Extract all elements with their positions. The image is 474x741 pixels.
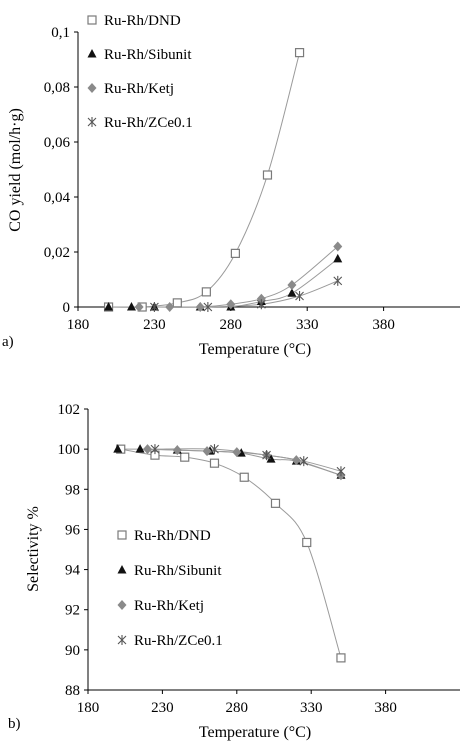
panel-a-x-tick-label: 380 [372, 317, 395, 333]
panel-b-legend-marker-ru-rh-ketj [117, 600, 127, 610]
panel-a-point-ru-rh-sibunit [104, 302, 114, 311]
panel-a-point-ru-rh-dnd [262, 170, 273, 180]
panel-a-x-tick-label: 230 [143, 317, 166, 333]
panel-a-point-ru-rh-zce0-1 [150, 302, 159, 312]
panel-b-legend: Ru-Rh/DND Ru-Rh/Sibunit Ru-Rh/Ketj Ru-Rh/ZC… [117, 528, 223, 649]
panel-b-axes [84, 408, 460, 694]
panel-b-y-axis-label: Selectivity % [25, 506, 42, 592]
panel-a-y-tick-label: 0,08 [44, 80, 70, 96]
panel-b-point-ru-rh-sibunit [113, 444, 123, 453]
panel-b-point-ru-rh-zce0-1 [336, 466, 346, 477]
panel-b-x-tick-label: 380 [374, 700, 397, 716]
panel-a-label: a) [2, 334, 14, 350]
panel-a-x-tick-label: 330 [296, 317, 319, 333]
panel-a-tick-labels: 0 0,02 0,04 0,06 0,08 0,1 180 230 280 330 380 [44, 25, 395, 333]
panel-b-y-tick-label: 100 [58, 442, 81, 458]
panel-b-point-ru-rh-zce0-1 [210, 444, 219, 455]
panel-a-y-tick-label: 0,02 [44, 245, 70, 261]
panel-a-legend-label-ru-rh-dnd: Ru-Rh/DND [104, 13, 181, 29]
panel-b-legend-label-ru-rh-zce0-1: Ru-Rh/ZCe0.1 [134, 633, 223, 649]
panel-b-point-ru-rh-dnd [239, 472, 249, 482]
panel-a-y-axis-label: CO yield (mol/h·g) [7, 108, 24, 232]
panel-a-y-tick-label: 0,1 [51, 25, 70, 41]
panel-a-legend-marker-ru-rh-zce0-1 [87, 117, 97, 127]
panel-b-point-ru-rh-zce0-1 [299, 456, 309, 467]
panel-a-x-tick-label: 180 [67, 317, 90, 333]
panel-a-point-ru-rh-dnd [201, 287, 211, 297]
panel-a-point-ru-rh-ketj [333, 241, 343, 252]
panel-a-point-ru-rh-zce0-1 [333, 275, 343, 286]
panel-a-point-ru-rh-ketj [165, 302, 175, 312]
panel-b-x-tick-label: 180 [77, 700, 100, 716]
panel-a-point-ru-rh-sibunit [287, 288, 297, 297]
panel-b-y-tick-label: 102 [58, 402, 81, 418]
panel-b-point-ru-rh-ketj [202, 446, 212, 457]
panel-b-y-tick-label: 94 [65, 563, 81, 579]
panel-b-point-ru-rh-ketj [143, 444, 153, 455]
panel-b-trendlines [117, 448, 342, 659]
panel-b-y-tick-label: 88 [65, 683, 80, 699]
panel-b-legend-label-ru-rh-sibunit: Ru-Rh/Sibunit [134, 563, 222, 579]
panel-a-legend-label-ru-rh-sibunit: Ru-Rh/Sibunit [104, 47, 192, 63]
panel-a-legend-label-ru-rh-ketj: Ru-Rh/Ketj [104, 81, 174, 97]
panel-a-point-ru-rh-ketj [226, 299, 236, 310]
panel-a-y-tick-label: 0 [63, 300, 71, 316]
panel-b-y-tick-label: 98 [65, 482, 80, 498]
panel-b-legend-marker-ru-rh-dnd [117, 530, 127, 540]
panel-a-point-ru-rh-sibunit [333, 253, 343, 263]
panel-a-legend-marker-ru-rh-ketj [87, 83, 97, 93]
panel-b-point-ru-rh-dnd [336, 653, 346, 663]
panel-b-x-tick-label: 330 [300, 700, 323, 716]
panel-b-point-ru-rh-zce0-1 [262, 450, 271, 461]
panel-a-y-tick-label: 0,06 [44, 135, 71, 151]
panel-a-point-ru-rh-dnd [172, 298, 182, 308]
panel-b-point-ru-rh-zce0-1 [150, 444, 160, 455]
panel-a-point-ru-rh-ketj [287, 280, 297, 290]
panel-b-y-tick-label: 92 [65, 603, 80, 619]
panel-b-legend-marker-ru-rh-sibunit [117, 565, 127, 574]
panel-b-point-ru-rh-sibunit [266, 454, 276, 463]
panel-b-point-ru-rh-dnd [270, 498, 281, 508]
panel-b-point-ru-rh-ketj [172, 445, 182, 456]
panel-a-point-ru-rh-dnd [294, 48, 305, 58]
panel-b-point-ru-rh-ketj [232, 447, 242, 458]
panel-b-legend-marker-ru-rh-zce0-1 [117, 635, 127, 645]
panel-b-point-ru-rh-sibunit [135, 444, 145, 453]
panel-a-x-tick-label: 280 [220, 317, 243, 333]
panel-a-point-ru-rh-zce0-1 [295, 291, 304, 301]
panel-a-point-ru-rh-ketj [195, 302, 205, 312]
panel-a-point-ru-rh-zce0-1 [256, 299, 266, 310]
panel-b-point-ru-rh-dnd [302, 537, 312, 548]
panel-b-y-tick-label: 96 [65, 522, 81, 538]
panel-a-y-tick-label: 0,04 [44, 190, 71, 206]
panel-b-legend-label-ru-rh-dnd: Ru-Rh/DND [134, 528, 211, 544]
panel-a-data-points [103, 48, 343, 312]
panel-b-x-axis-label: Temperature (°C) [199, 724, 311, 741]
panel-a-point-ru-rh-sibunit [126, 302, 136, 311]
panel-b-trendline-ru-rh-dnd [120, 448, 342, 659]
panel-b-point-ru-rh-dnd [180, 452, 190, 462]
panel-b-tick-labels: 88 90 92 94 96 98 100 102 180 230 280 330 380 [58, 402, 397, 716]
panel-a-co-yield-chart: 0 0,02 0,04 0,06 0,08 0,1 180 230 280 330 380 Ru-R… [2, 13, 460, 358]
panel-b-x-tick-label: 280 [226, 700, 249, 716]
panel-a-legend: Ru-Rh/DND Ru-Rh/Sibunit Ru-Rh/Ketj Ru-Rh/ZC… [87, 13, 193, 131]
panel-a-legend-label-ru-rh-zce0-1: Ru-Rh/ZCe0.1 [104, 115, 193, 131]
panel-b-point-ru-rh-ketj [291, 455, 301, 466]
panel-a-point-ru-rh-zce0-1 [203, 302, 213, 312]
panel-a-x-axis-label: Temperature (°C) [199, 341, 311, 358]
panel-b-selectivity-chart: 88 90 92 94 96 98 100 102 180 230 280 330 380 Ru-Rh/… [8, 402, 460, 741]
panel-b-y-tick-label: 90 [65, 643, 80, 659]
panel-b-data-points [113, 444, 346, 663]
panel-a-legend-marker-ru-rh-dnd [87, 15, 97, 25]
panel-b-label: b) [8, 716, 21, 732]
panel-a-point-ru-rh-dnd [230, 248, 240, 258]
panel-b-legend-label-ru-rh-ketj: Ru-Rh/Ketj [134, 598, 204, 614]
panel-b-point-ru-rh-dnd [209, 458, 220, 468]
panel-a-legend-marker-ru-rh-sibunit [87, 49, 97, 58]
panel-a-point-ru-rh-ketj [134, 302, 144, 312]
panel-b-x-tick-label: 230 [151, 700, 174, 716]
